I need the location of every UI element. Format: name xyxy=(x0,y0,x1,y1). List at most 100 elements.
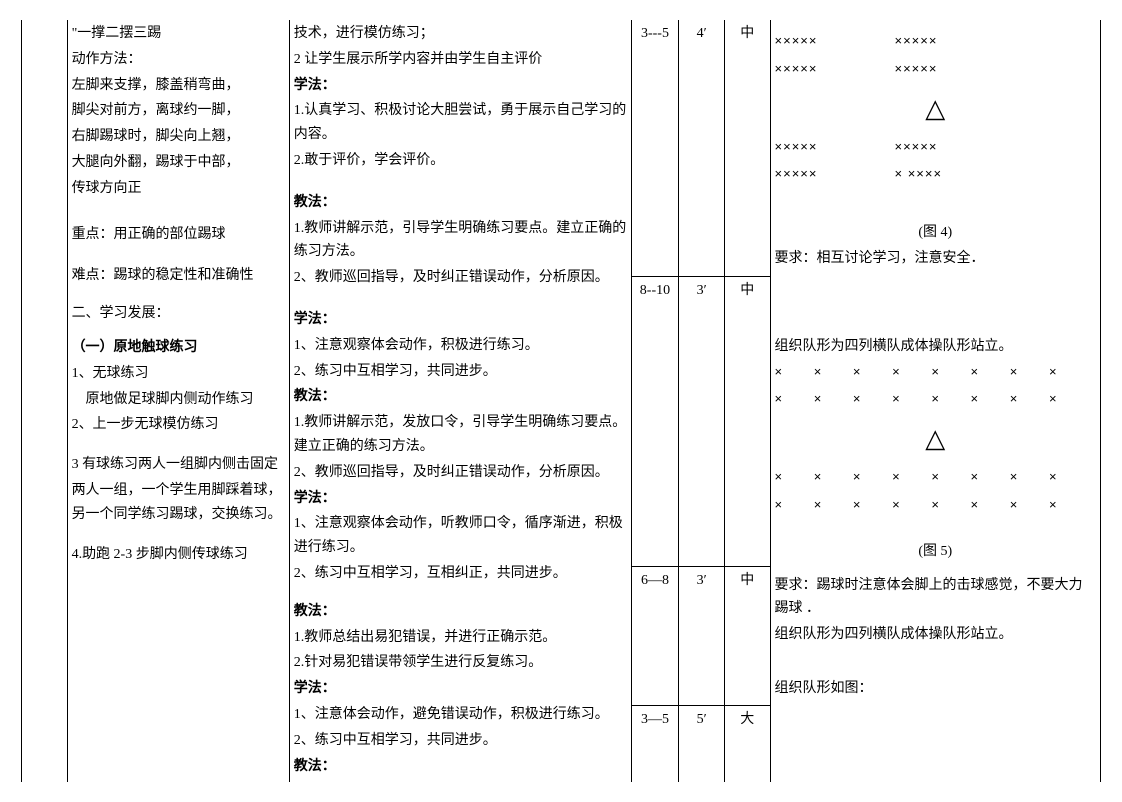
time-cell: 3′ xyxy=(679,566,725,705)
x-marks: ××××× xyxy=(775,166,818,181)
requirement-text: 要求：相互讨论学习，注意安全． xyxy=(775,247,1096,271)
text: 2、上一步无球模仿练习 xyxy=(72,413,285,437)
formation-row: ××××× ××××× xyxy=(775,30,1096,54)
method-heading: 教法： xyxy=(294,385,627,409)
intensity-value: 中 xyxy=(740,283,754,298)
time-cell: 3′ xyxy=(679,277,725,566)
col-g-content: ××××× ××××× ××××× ××××× △ ××××× ××××× ××… xyxy=(770,20,1100,782)
text: 脚尖对前方，离球约一脚， xyxy=(72,99,285,123)
formation-row: ××××× × ×××× xyxy=(775,163,1096,187)
text: 1.教师讲解示范，发放口令，引导学生明确练习要点。建立正确的练习方法。 xyxy=(294,411,627,459)
text: 1.认真学习、积极讨论大胆尝试，勇于展示自己学习的内容。 xyxy=(294,99,627,147)
text: 1、注意体会动作，避免错误动作，积极进行练习。 xyxy=(294,703,627,727)
time-value: 4′ xyxy=(697,26,707,41)
requirement-text: 要求：踢球时注意体会脚上的击球感觉，不要大力踢球 ． xyxy=(775,574,1096,622)
text: 2.针对易犯错误带领学生进行反复练习。 xyxy=(294,651,627,675)
col-b-content: "一撑二摆三踢 动作方法： 左脚来支撑，膝盖稍弯曲， 脚尖对前方，离球约一脚， … xyxy=(67,20,289,782)
formation-row: × × × × × × × × xyxy=(775,466,1096,490)
text: 2、练习中互相学习，共同进步。 xyxy=(294,729,627,753)
text: 2、教师巡回指导，及时纠正错误动作，分析原因。 xyxy=(294,461,627,485)
reps-value: 3—5 xyxy=(641,712,669,727)
method-heading: 教法： xyxy=(294,600,627,624)
text: 两人一组，一个学生用脚踩着球，另一个同学练习踢球，交换练习。 xyxy=(72,479,285,527)
x-marks: × × × × × × × × xyxy=(775,497,1071,512)
x-marks: × × × × × × × × xyxy=(775,364,1071,379)
time-value: 3′ xyxy=(697,573,707,588)
focus-point: 重点：用正确的部位踢球 xyxy=(72,223,285,247)
text: 2.敢于评价，学会评价。 xyxy=(294,149,627,173)
text: 2 让学生展示所学内容并由学生自主评价 xyxy=(294,48,627,72)
x-marks: ××××× xyxy=(894,139,937,154)
text: 动作方法： xyxy=(72,48,285,72)
text: 3 有球练习两人一组脚内侧击固定 xyxy=(72,453,285,477)
text: 右脚踢球时，脚尖向上翘， xyxy=(72,125,285,149)
intensity-cell: 中 xyxy=(724,20,770,277)
time-value: 3′ xyxy=(697,283,707,298)
formation-row: × × × × × × × × xyxy=(775,388,1096,412)
x-marks: ××××× xyxy=(775,61,818,76)
intensity-cell: 大 xyxy=(724,705,770,782)
table-row: "一撑二摆三踢 动作方法： 左脚来支撑，膝盖稍弯曲， 脚尖对前方，离球约一脚， … xyxy=(22,20,1101,277)
col-a-empty xyxy=(22,20,68,782)
reps-value: 6—8 xyxy=(641,573,669,588)
method-heading: 教法： xyxy=(294,191,627,215)
formation-row: × × × × × × × × xyxy=(775,361,1096,385)
text: 2、教师巡回指导，及时纠正错误动作，分析原因。 xyxy=(294,266,627,290)
subsection: （一）原地触球练习 xyxy=(72,336,285,360)
reps-cell: 8--10 xyxy=(631,277,679,566)
reps-cell: 3—5 xyxy=(631,705,679,782)
x-marks: × ×××× xyxy=(894,166,942,181)
formation-row: × × × × × × × × xyxy=(775,494,1096,518)
method-heading: 学法： xyxy=(294,677,627,701)
reps-cell: 3---5 xyxy=(631,20,679,277)
text: 1、注意观察体会动作，积极进行练习。 xyxy=(294,334,627,358)
lesson-table: "一撑二摆三踢 动作方法： 左脚来支撑，膝盖稍弯曲， 脚尖对前方，离球约一脚， … xyxy=(21,20,1101,782)
col-c-content: 技术，进行模仿练习； 2 让学生展示所学内容并由学生自主评价 学法： 1.认真学… xyxy=(289,20,631,782)
teacher-position: △ xyxy=(775,96,1096,122)
intensity-cell: 中 xyxy=(724,566,770,705)
x-marks: ××××× xyxy=(775,33,818,48)
text: 大腿向外翻，踢球于中部， xyxy=(72,151,285,175)
time-cell: 5′ xyxy=(679,705,725,782)
text: 2、练习中互相学习，互相纠正，共同进步。 xyxy=(294,562,627,586)
intensity-value: 大 xyxy=(740,712,754,727)
formation-row: ××××× ××××× xyxy=(775,58,1096,82)
x-marks: ××××× xyxy=(894,33,937,48)
intensity-cell: 中 xyxy=(724,277,770,566)
method-heading: 学法： xyxy=(294,74,627,98)
time-cell: 4′ xyxy=(679,20,725,277)
method-heading: 学法： xyxy=(294,487,627,511)
text: 技术，进行模仿练习； xyxy=(294,22,627,46)
text: 1.教师讲解示范，引导学生明确练习要点。建立正确的练习方法。 xyxy=(294,217,627,265)
triangle-icon: △ xyxy=(925,96,945,122)
x-marks: × × × × × × × × xyxy=(775,469,1071,484)
intensity-value: 中 xyxy=(740,573,754,588)
text: 1、注意观察体会动作，听教师口令，循序渐进，积极进行练习。 xyxy=(294,512,627,560)
lesson-plan-page: "一撑二摆三踢 动作方法： 左脚来支撑，膝盖稍弯曲， 脚尖对前方，离球约一脚， … xyxy=(21,20,1101,782)
text: 传球方向正 xyxy=(72,177,285,201)
reps-value: 3---5 xyxy=(641,26,669,41)
triangle-icon: △ xyxy=(925,426,945,452)
figure-label: (图 5) xyxy=(775,540,1096,564)
organization-text: 组织队形为四列横队成体操队形站立。 xyxy=(775,335,1096,359)
x-marks: × × × × × × × × xyxy=(775,391,1071,406)
text: 2、练习中互相学习，共同进步。 xyxy=(294,360,627,384)
difficulty-point: 难点：踢球的稳定性和准确性 xyxy=(72,264,285,288)
organization-text: 组织队形为四列横队成体操队形站立。 xyxy=(775,623,1096,647)
x-marks: ××××× xyxy=(775,139,818,154)
section-heading: 二、学习发展： xyxy=(72,302,285,326)
text: 4.助跑 2-3 步脚内侧传球练习 xyxy=(72,543,285,567)
method-heading: 教法： xyxy=(294,755,627,779)
text: "一撑二摆三踢 xyxy=(72,22,285,46)
method-heading: 学法： xyxy=(294,308,627,332)
time-value: 5′ xyxy=(697,712,707,727)
intensity-value: 中 xyxy=(740,26,754,41)
text: 1.教师总结出易犯错误，并进行正确示范。 xyxy=(294,626,627,650)
figure-label: (图 4) xyxy=(775,221,1096,245)
x-marks: ××××× xyxy=(894,61,937,76)
organization-text: 组织队形如图： xyxy=(775,677,1096,701)
reps-cell: 6—8 xyxy=(631,566,679,705)
text: 原地做足球脚内侧动作练习 xyxy=(72,388,285,412)
teacher-position: △ xyxy=(775,426,1096,452)
formation-row: ××××× ××××× xyxy=(775,136,1096,160)
